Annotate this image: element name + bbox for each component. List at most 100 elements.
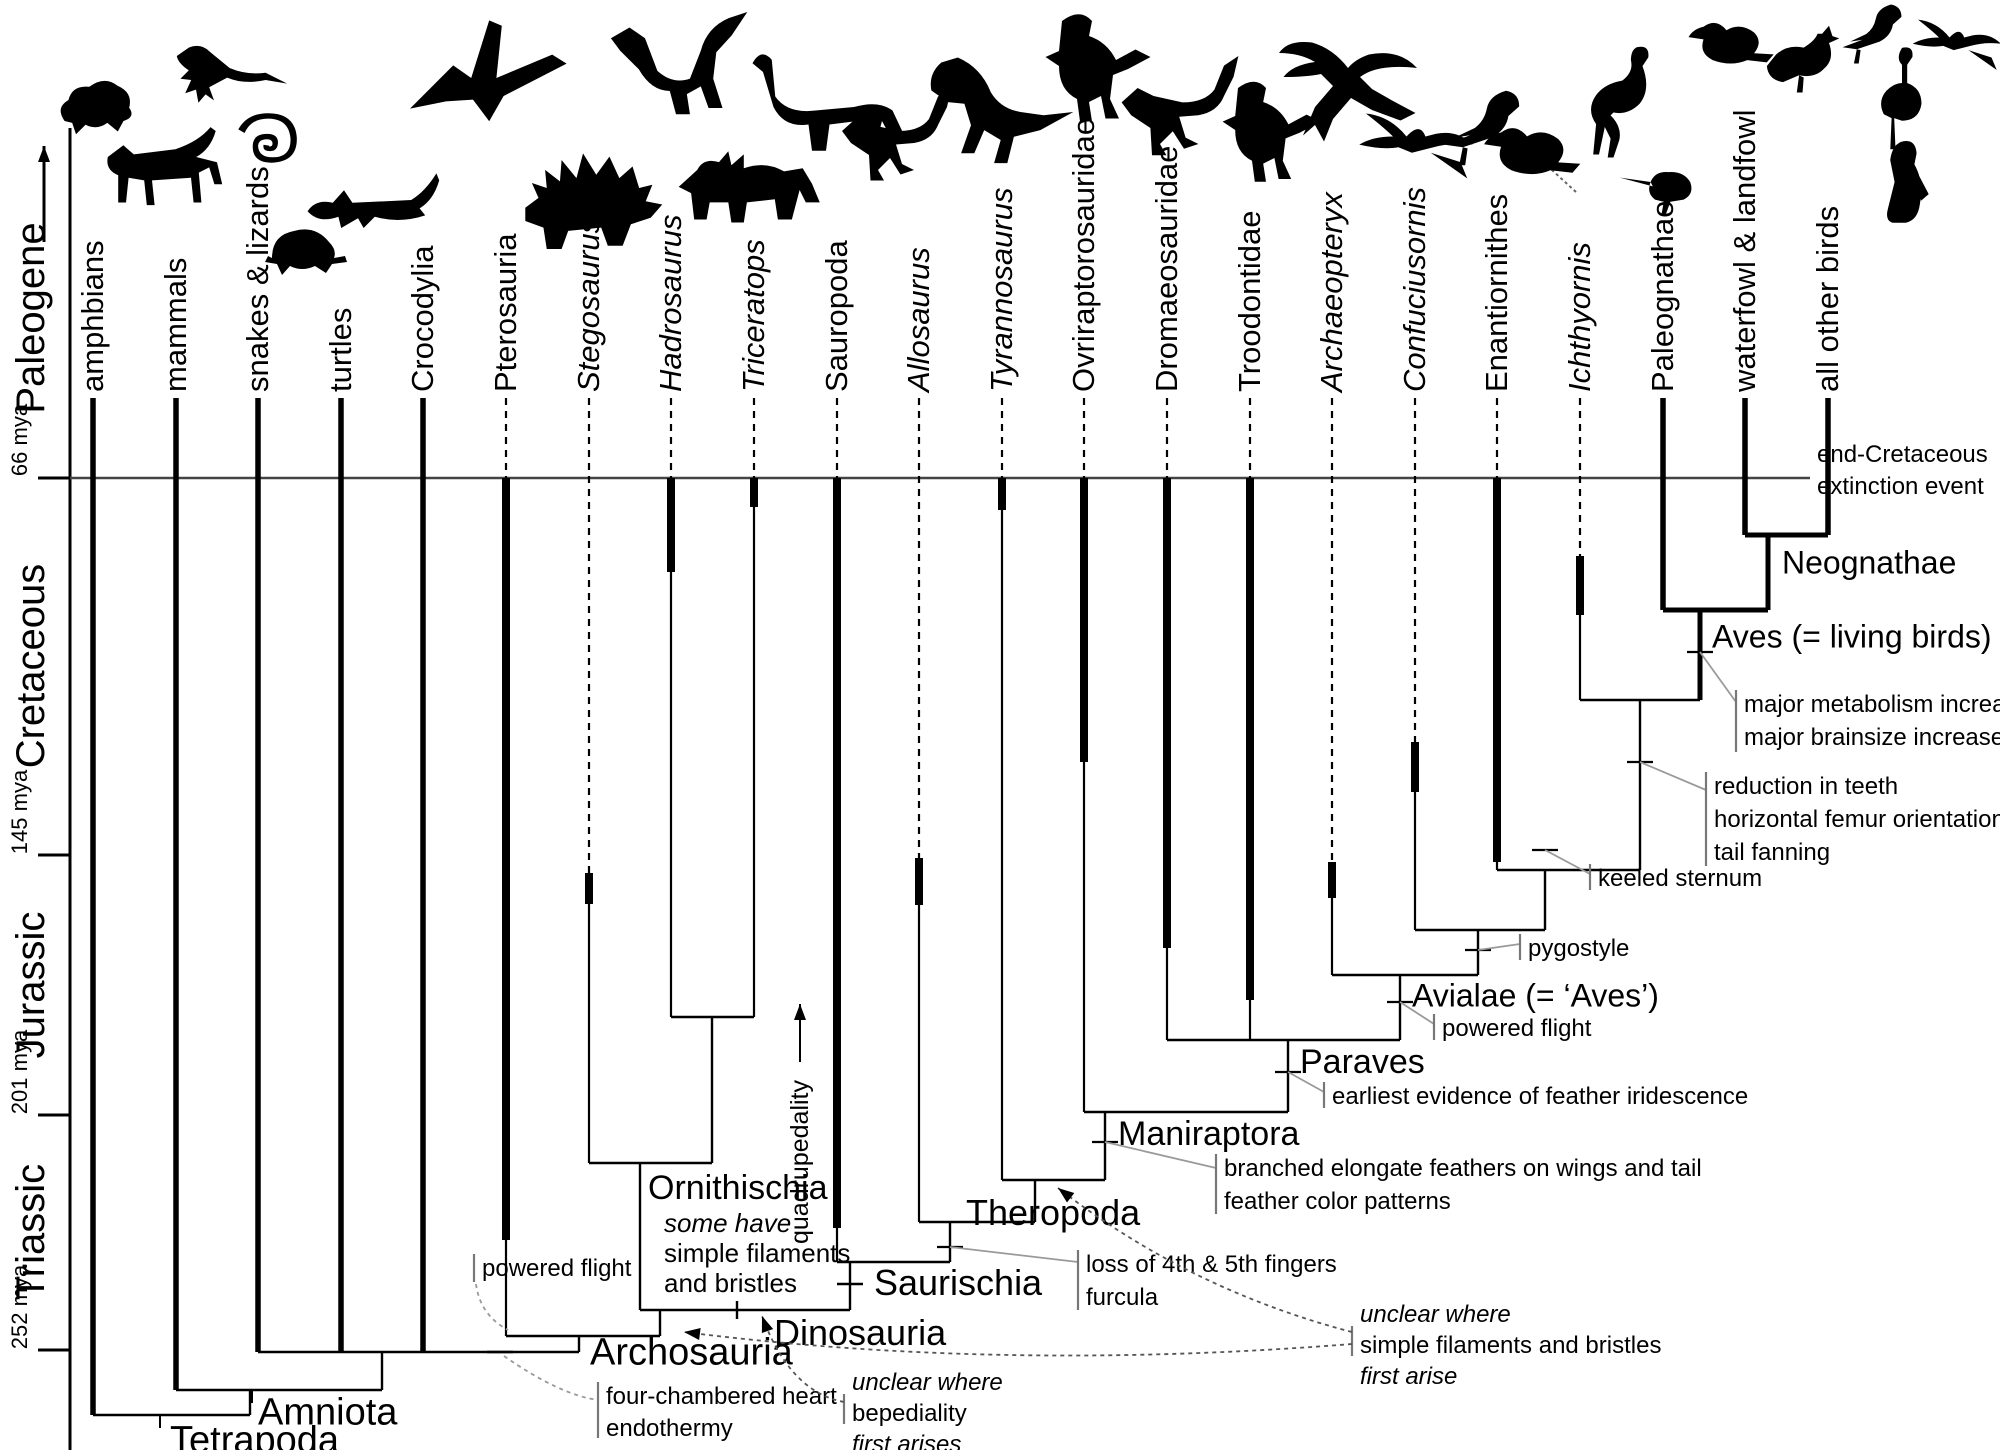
leader-powered-flight-avialae (1399, 1001, 1435, 1025)
clade-label-neognathae: Neognathae (1782, 545, 1956, 581)
axis-tick-label: 66 mya (7, 403, 32, 476)
landfowl-silhouette (1766, 25, 1840, 93)
annotation-keeled-sternum: keeled sternum (1598, 865, 1762, 892)
annotation-teeth-femur-tail: reduction in teeth (1714, 773, 1898, 800)
annotation-branched-feathers: feather color patterns (1224, 1188, 1451, 1215)
taxon-label-stegosaurus: Stegosaurus (571, 218, 606, 392)
heron-silhouette (1881, 47, 1922, 150)
annotation-filaments-note: unclear where (1360, 1301, 1511, 1328)
annotation-heart-endothermy: endothermy (606, 1415, 733, 1442)
period-label-paleogene: Paleogene (9, 222, 53, 413)
taxon-label-oviraptorosauridae: Ovriraptorosauridae (1066, 118, 1101, 392)
leader-major-increase (1699, 651, 1737, 703)
leader-iridescence (1287, 1071, 1325, 1093)
unclear-arrowhead-icon (1058, 1188, 1075, 1203)
axis-tick-label: 145 mya (7, 769, 32, 854)
clade-label-ornithischia: Ornithischia (648, 1169, 828, 1207)
turtle-silhouette (265, 229, 347, 275)
unclear-arrow-filaments-note (1057, 1187, 1353, 1333)
leader-keeled-sternum (1544, 849, 1591, 875)
annotation-branched-feathers: branched elongate feathers on wings and … (1224, 1155, 1702, 1182)
annotation-powered-flight-avialae: powered flight (1442, 1015, 1592, 1042)
annotation-filaments-note: simple filaments and bristles (1360, 1332, 1661, 1359)
dashed-leader-powered-flight-ptero (475, 1283, 509, 1331)
taxon-label-paleognathae: Paleognathae (1645, 201, 1680, 392)
annotation-major-increase: major brainsize increase (1744, 724, 2000, 751)
paleogene-arrowhead-icon (38, 146, 50, 162)
annotation-teeth-femur-tail: tail fanning (1714, 839, 1830, 866)
annotation-powered-flight-ptero: powered flight (482, 1255, 632, 1282)
allosaurus-silhouette (842, 87, 952, 181)
taxon-label-allosaurus: Allosaurus (901, 247, 936, 394)
crocodile-silhouette (307, 173, 440, 228)
hadrosaur-silhouette (610, 11, 748, 115)
taxon-label-snakes-lizards: snakes & lizards (240, 166, 275, 392)
taxon-label-triceratops: Triceratops (736, 239, 771, 392)
oviraptorosaur-silhouette (1045, 14, 1151, 122)
extinction-event-label: end-Cretaceous (1817, 441, 1988, 468)
kiwi-silhouette (1619, 172, 1692, 214)
axis-tick-label: 252 mya (7, 1264, 32, 1349)
quadrupedality-label: quadrupedality (786, 1079, 814, 1244)
taxon-label-turtles: turtles (323, 308, 358, 392)
taxon-label-waterfowl-landfowl: waterfowl & landfowl (1727, 109, 1762, 393)
taxon-label-enantiornithes: Enantiornithes (1479, 194, 1514, 392)
leader-teeth-femur-tail (1639, 761, 1707, 791)
leader-branched-feathers (1104, 1141, 1217, 1169)
taxon-label-confuciusornis: Confuciusornis (1397, 187, 1432, 392)
stegosaurus-silhouette (525, 153, 663, 250)
archaeopteryx-silhouette (1279, 41, 1417, 142)
annotation-bipedality-note: unclear where (852, 1369, 1003, 1396)
enantiornithine-silhouette (1444, 90, 1520, 166)
unclear-arrowhead-icon (761, 1316, 774, 1334)
annotation-teeth-femur-tail: horizontal femur orientation (1714, 806, 2000, 833)
annotation-major-increase: major metabolism increase (1744, 691, 2000, 718)
taxon-label-pterosauria: Pterosauria (488, 233, 523, 392)
waterfowl-silhouette (1688, 22, 1774, 64)
annotation-bipedality-note: bepediality (852, 1400, 967, 1427)
tyrannosaurus-silhouette (930, 57, 1074, 164)
clade-label-maniraptora: Maniraptora (1118, 1115, 1300, 1153)
troodontid-silhouette (1222, 81, 1321, 182)
axis-tick-label: 201 mya (7, 1029, 32, 1114)
unclear-arrow-filaments-note (683, 1331, 1353, 1357)
taxon-label-hadrosaurus: Hadrosaurus (653, 215, 688, 392)
dromaeosaur-silhouette (1121, 56, 1239, 156)
leader-fingers-furcula (949, 1246, 1079, 1263)
ornithischia-note: simple filaments (664, 1238, 850, 1268)
annotation-fingers-furcula: furcula (1086, 1284, 1159, 1311)
ornithischia-note: and bristles (664, 1268, 797, 1298)
ichthyornis-silhouette (1484, 128, 1581, 175)
taxon-label-amphibians: amphbians (75, 240, 110, 392)
clade-label-amniota: Amniota (258, 1391, 398, 1433)
clade-label-saurischia: Saurischia (874, 1262, 1043, 1303)
clade-label-dinosauria: Dinosauria (774, 1312, 947, 1353)
taxon-label-mammals: mammals (158, 258, 193, 392)
annotation-filaments-note: first arise (1360, 1363, 1457, 1390)
triceratops-silhouette (678, 151, 820, 223)
ostrich-silhouette (1591, 46, 1649, 158)
annotation-fingers-furcula: loss of 4th & 5th fingers (1086, 1251, 1337, 1278)
confuciusornis-silhouette (1359, 113, 1473, 179)
taxon-label-ichthyornis: Ichthyornis (1562, 242, 1597, 392)
clade-label-paraves: Paraves (1300, 1043, 1425, 1081)
taxon-label-sauropoda: Sauropoda (819, 240, 854, 392)
songbird-silhouette (1842, 4, 1902, 64)
lizard-silhouette (176, 45, 288, 103)
extinction-event-label: extinction event (1817, 473, 1984, 500)
clade-label-archosauria: Archosauria (590, 1331, 794, 1373)
taxon-label-dromaeosauridae: Dromaeosauridae (1149, 146, 1184, 392)
penguin-silhouette (1887, 141, 1929, 223)
annotation-pygostyle: pygostyle (1528, 935, 1629, 962)
clade-label-theropoda: Theropoda (966, 1192, 1141, 1233)
ornithischia-note: some have (664, 1208, 791, 1238)
clade-label-tetrapoda: Tetrapoda (170, 1419, 340, 1450)
period-label-triassic: Triassic (9, 1164, 53, 1300)
unclear-arrow-bipedality-note (761, 1315, 845, 1403)
taxon-label-crocodylia: Crocodylia (405, 245, 440, 392)
annotation-iridescence: earliest evidence of feather iridescence (1332, 1083, 1748, 1110)
taxon-label-archaeopteryx: Archaeopteryx (1314, 191, 1349, 394)
wolf-silhouette (107, 127, 223, 206)
